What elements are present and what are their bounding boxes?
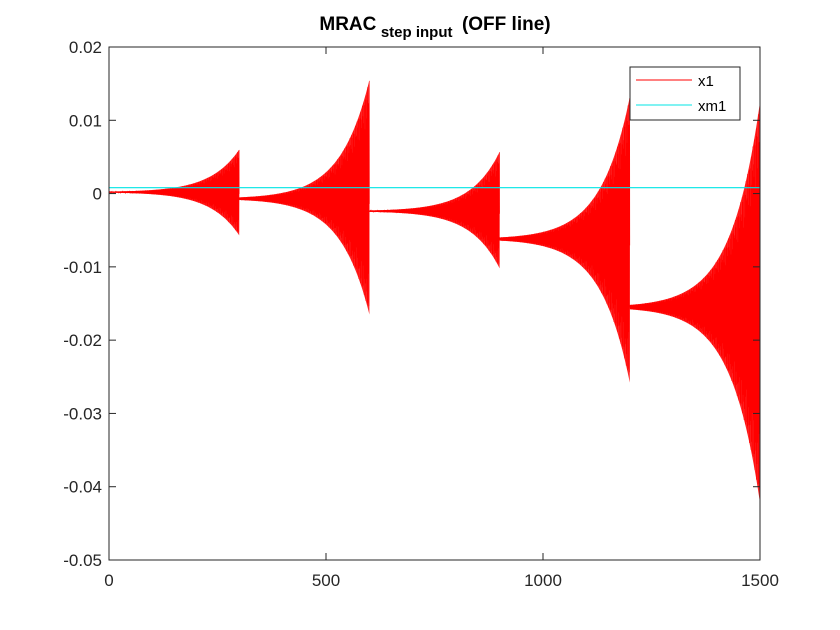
x1-line-segment-3 bbox=[369, 152, 500, 265]
legend-box bbox=[629, 66, 741, 121]
chart-title-main: MRAC bbox=[319, 14, 376, 35]
chart-title-subscript: step input bbox=[381, 24, 453, 41]
y-tick-label: -0.01 bbox=[63, 258, 102, 277]
legend-label-x1: x1 bbox=[698, 73, 714, 90]
y-tick-label: -0.04 bbox=[63, 478, 102, 497]
y-tick-label: 0.02 bbox=[69, 38, 102, 57]
x-tick-label: 0 bbox=[104, 571, 113, 590]
series-layer bbox=[108, 79, 761, 503]
legend: x1 xm1 bbox=[629, 66, 741, 121]
x-tick-label: 500 bbox=[312, 571, 340, 590]
y-tick-label: 0.01 bbox=[69, 111, 102, 130]
x-tick-label: 1500 bbox=[741, 571, 779, 590]
legend-label-xm1: xm1 bbox=[698, 98, 726, 115]
y-tick-label: -0.02 bbox=[63, 331, 102, 350]
y-tick-label: -0.05 bbox=[63, 551, 102, 570]
x1-line-segment-5 bbox=[629, 103, 761, 489]
y-tick-label: 0 bbox=[93, 185, 102, 204]
chart-title: MRAC step input (OFF line) bbox=[319, 14, 550, 41]
axes-box bbox=[108, 46, 761, 561]
y-tick-label: -0.03 bbox=[63, 404, 102, 423]
ticks-layer: 0.020.010-0.01-0.02-0.03-0.04-0.050 500 10… bbox=[63, 38, 779, 590]
x-tick-label: 1000 bbox=[524, 571, 562, 590]
x1-line-segment-1 bbox=[108, 149, 240, 233]
chart-title-suffix: (OFF line) bbox=[462, 14, 551, 35]
x1-line-segment-2 bbox=[238, 80, 370, 307]
x1-line-segment-4 bbox=[499, 98, 631, 373]
